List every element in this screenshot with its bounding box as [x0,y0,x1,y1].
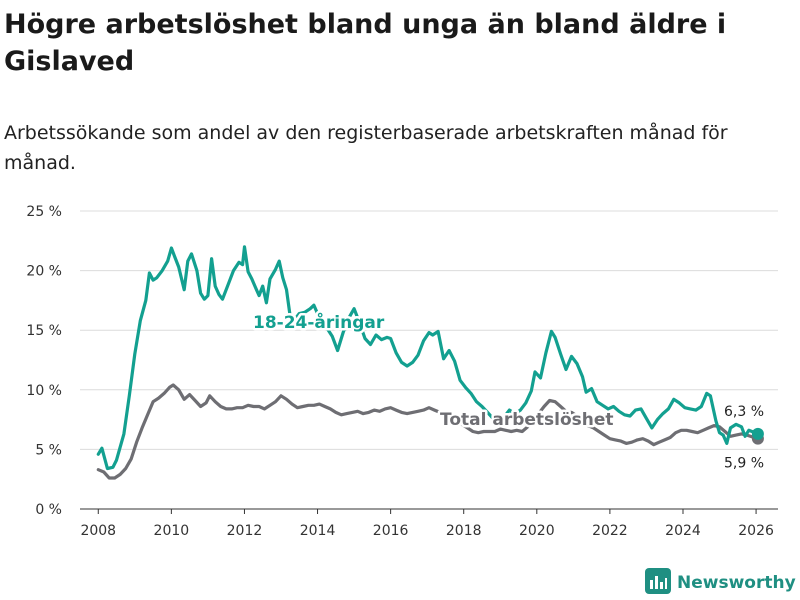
x-tick-label: 2010 [154,523,190,539]
newsworthy-logo-icon [645,568,671,598]
chart-title: Högre arbetslöshet bland unga än bland ä… [4,9,727,77]
series-labels: 18-24-åringar Total arbetslöshet 6,3 % 5,9 … [251,309,767,475]
y-tick-label: 15 % [26,323,62,339]
y-tick-label: 25 % [26,204,62,220]
x-tick-label: 2012 [227,523,263,539]
x-tick-label: 2022 [592,523,628,539]
series-label-total: Total arbetslöshet [440,410,614,430]
x-tick-label: 2018 [446,523,482,539]
y-tick-label: 20 % [26,264,62,280]
x-tick-label: 2026 [738,523,774,539]
series-lines [96,245,764,480]
x-tick-label: 2024 [665,523,701,539]
newsworthy-brand[interactable]: Newsworthy [645,568,796,598]
x-tick-label: 2016 [373,523,409,539]
series-label-youth: 18-24-åringar [253,311,385,333]
series-line-youth [96,245,760,471]
end-value-label-youth: 6,3 % [724,404,764,420]
series-line-total [96,383,760,480]
y-tick-label: 0 % [35,502,62,518]
y-tick-label: 10 % [26,383,62,399]
chart-subtitle: Arbetssökande som andel av den registerb… [4,122,728,174]
x-axis-tick-labels: 2008 2010 2012 2014 2016 2018 2020 2022 2024 2026 [80,523,774,539]
y-tick-label: 5 % [35,442,62,458]
x-tick-label: 2014 [300,523,336,539]
x-tick-label: 2020 [519,523,555,539]
end-value-label-total: 5,9 % [724,456,764,472]
x-tick-label: 2008 [80,523,116,539]
y-axis-tick-labels: 0 % 5 % 10 % 15 % 20 % 25 % [26,204,62,518]
newsworthy-brand-label: Newsworthy [677,573,796,593]
series-endpoint-youth [751,427,764,440]
grid-lines [80,210,778,450]
x-axis [80,508,778,514]
